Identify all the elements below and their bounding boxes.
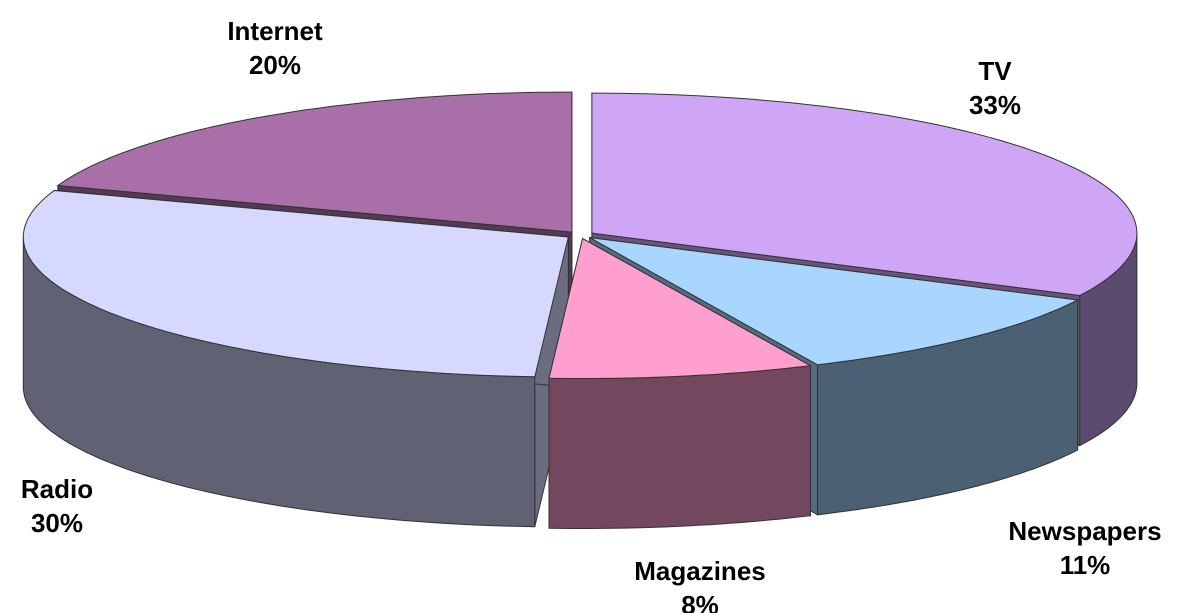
slice-value-label: 11% bbox=[1060, 550, 1111, 580]
slice-value-label: 8% bbox=[681, 590, 719, 613]
slice-value-label: 20% bbox=[249, 50, 301, 80]
slice bbox=[22, 189, 569, 528]
slice-value-label: 33% bbox=[969, 90, 1021, 120]
slice-side bbox=[548, 365, 811, 529]
slice-label: Radio bbox=[21, 474, 93, 504]
slice-top bbox=[589, 237, 1080, 366]
slice-top bbox=[22, 189, 569, 378]
slice-label: Magazines bbox=[634, 556, 766, 586]
slice-label: TV bbox=[978, 56, 1012, 86]
slice-top bbox=[591, 92, 1138, 297]
slice-label: Newspapers bbox=[1008, 516, 1161, 546]
slice bbox=[548, 237, 813, 529]
slice-label: Internet bbox=[227, 16, 323, 46]
slice-top bbox=[56, 91, 573, 233]
slice-value-label: 30% bbox=[31, 508, 83, 538]
slice-top bbox=[548, 237, 813, 379]
